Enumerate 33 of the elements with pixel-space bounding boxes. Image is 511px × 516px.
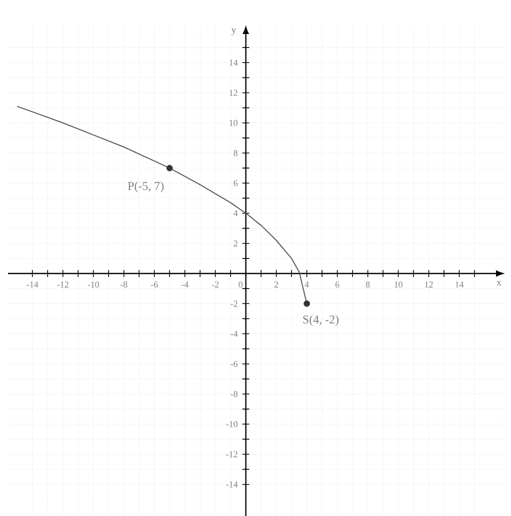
- x-tick-label: -6: [150, 282, 158, 288]
- y-tick-label: -4: [230, 330, 238, 337]
- y-axis-title: y: [231, 28, 236, 36]
- y-tick-label: 14: [230, 60, 238, 66]
- x-tick-label: -2: [212, 282, 219, 288]
- x-tick-label: -12: [57, 282, 68, 288]
- x-tick-label: -4: [181, 282, 188, 288]
- y-tick-label: -10: [226, 421, 238, 428]
- y-tick-label: 8: [234, 150, 238, 156]
- x-tick-label: 2: [274, 282, 278, 288]
- x-tick-label: 0: [238, 282, 242, 288]
- y-tick-label: 12: [230, 90, 238, 96]
- x-tick-label: -8: [120, 282, 128, 288]
- x-tick-label: -10: [88, 282, 100, 288]
- y-tick-label: -12: [226, 451, 238, 458]
- x-tick-label: 12: [425, 282, 433, 288]
- x-tick-label: 10: [394, 282, 402, 288]
- y-tick-label: -14: [226, 481, 238, 488]
- x-tick-label: 4: [304, 282, 309, 288]
- x-axis-title: x: [496, 281, 502, 286]
- y-tick-label: 6: [234, 180, 238, 186]
- y-tick-label: -2: [230, 300, 238, 307]
- x-tick-label: 6: [335, 282, 340, 288]
- annotation: S(4, -2): [303, 315, 338, 326]
- y-tick-label: -8: [230, 390, 238, 398]
- y-tick-label: 10: [230, 120, 238, 126]
- x-tick-label: -14: [26, 282, 38, 288]
- y-tick-label: 4: [234, 210, 238, 216]
- y-tick-label: -6: [230, 360, 238, 367]
- y-tick-label: 2: [234, 240, 238, 246]
- annotation: P(-5, 7): [128, 182, 164, 192]
- x-tick-label: 8: [366, 282, 370, 288]
- x-tick-label: 14: [456, 282, 464, 288]
